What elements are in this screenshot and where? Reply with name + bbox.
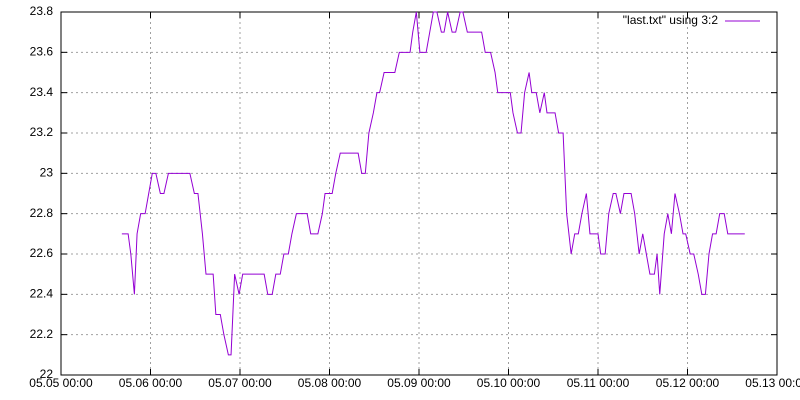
- y-tick-label: 23: [40, 166, 54, 180]
- y-tick-label: 23.4: [30, 85, 54, 99]
- x-tick-label: 05.11 00:00: [567, 376, 630, 390]
- y-tick-label: 23.2: [30, 125, 54, 139]
- x-tick-label: 05.07 00:00: [208, 376, 272, 390]
- plot-border: [60, 11, 778, 376]
- data-line: [121, 11, 745, 356]
- y-tick-label: 22.4: [30, 287, 54, 301]
- x-tick-label: 05.05 00:00: [29, 376, 93, 390]
- y-tick-label: 22.2: [30, 327, 54, 341]
- x-tick-label: 05.06 00:00: [119, 376, 183, 390]
- y-tick-label: 22.6: [30, 246, 54, 260]
- x-tick-label: 05.10 00:00: [477, 376, 541, 390]
- y-tick-label: 23.8: [30, 4, 54, 18]
- x-tick-label: 05.13 00:00: [745, 376, 800, 390]
- x-tick-label: 05.12 00:00: [656, 376, 720, 390]
- y-tick-label: 22: [40, 367, 54, 381]
- legend-label: "last.txt" using 3:2: [623, 13, 719, 27]
- y-tick-label: 23.6: [30, 45, 54, 59]
- x-tick-label: 05.09 00:00: [387, 376, 451, 390]
- y-tick-label: 22.8: [30, 206, 54, 220]
- x-tick-label: 05.08 00:00: [298, 376, 362, 390]
